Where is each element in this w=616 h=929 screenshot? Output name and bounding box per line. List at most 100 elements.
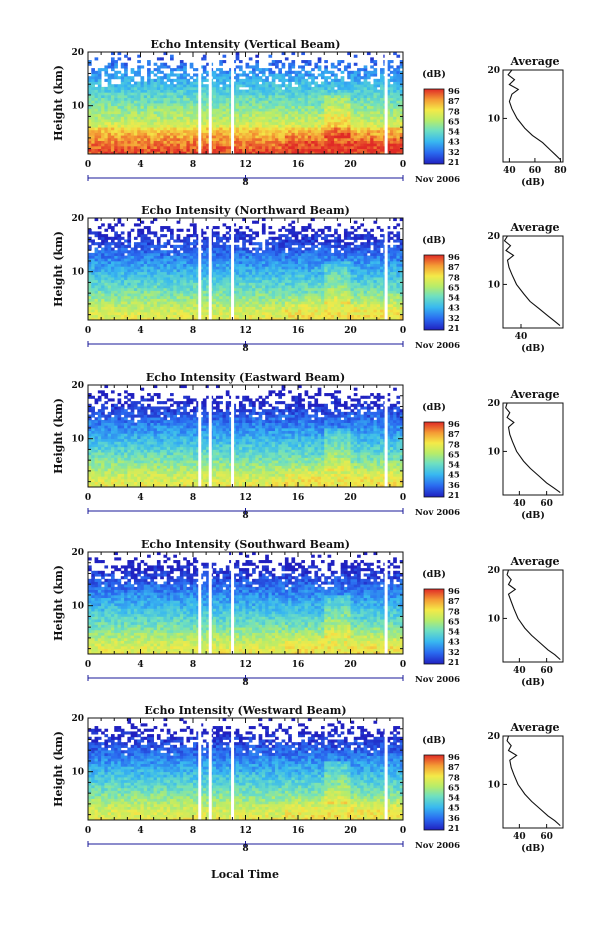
heatmap-cell [183,255,187,259]
heatmap-cell [88,309,92,313]
data-gap [231,52,235,154]
heatmap-cell [281,151,286,155]
heatmap-cell [183,113,187,117]
heatmap-cell [120,244,125,248]
heatmap-cell [183,306,187,310]
heatmap-cell [229,100,233,104]
heatmap-cell [120,266,125,270]
heatmap-cell [183,271,187,275]
heatmap-cell [248,250,253,254]
heatmap-cell [268,271,273,275]
heatmap-cell [114,148,118,152]
heatmap-cell [265,145,269,150]
heatmap-cell [173,121,177,125]
heatmap-cell [258,311,263,316]
heatmap-cell [215,148,220,152]
heatmap-cell [183,252,187,256]
heatmap-cell [265,132,269,136]
heatmap-cell [189,113,194,117]
heatmap-cell [320,70,325,74]
heatmap-cell [166,252,171,256]
heatmap-cell [222,84,227,88]
heatmap-cell [147,81,151,85]
heatmap-cell [261,105,266,109]
heatmap-cell [193,311,197,316]
heatmap-cell [110,57,115,61]
heatmap-cell [386,108,391,112]
heatmap-cell [170,86,174,90]
heatmap-cell [176,258,181,262]
heatmap-cell [193,255,197,259]
heatmap-cell [120,94,125,99]
heatmap-cell [347,148,351,152]
heatmap-cell [179,65,184,69]
heatmap-cell [114,242,118,246]
heatmap-cell [271,293,276,297]
heatmap-cell [265,129,269,133]
heatmap-cell [212,244,217,248]
heatmap-cell [245,301,250,305]
heatmap-cell [317,116,322,120]
heatmap-cell [166,274,171,278]
heatmap-cell [399,121,404,125]
heatmap-cell [202,309,207,313]
heatmap-cell [389,148,394,152]
heatmap-cell [268,285,273,289]
heatmap-cell [353,73,358,77]
heatmap-cell [380,143,384,147]
heatmap-cell [137,260,141,265]
heatmap-cell [140,143,145,147]
heatmap-cell [186,148,191,152]
heatmap-cell [245,247,250,251]
heatmap-cell [275,60,279,64]
heatmap-cell [91,263,95,267]
heatmap-cell [268,148,273,152]
heatmap-cell [127,103,132,107]
heatmap-cell [389,60,394,64]
heatmap-cell [127,255,132,259]
heatmap-cell [232,258,237,262]
heatmap-cell [298,129,302,133]
heatmap-cell [160,258,164,262]
heatmap-cell [156,311,161,316]
heatmap-cell [343,137,348,141]
heatmap-cell [248,263,253,267]
heatmap-cell [265,255,269,259]
heatmap-cell [225,266,230,270]
heatmap-cell [268,100,273,104]
heatmap-cell [376,145,381,150]
heatmap-cell [212,73,217,77]
heatmap-cell [156,76,161,80]
heatmap-cell [219,263,223,267]
heatmap-cell [94,127,99,131]
heatmap-cell [120,86,125,90]
heatmap-cell [117,108,122,112]
heatmap-cell [373,60,378,64]
heatmap-cell [153,81,158,85]
heatmap-cell [245,234,250,238]
heatmap-cell [137,290,141,294]
heatmap-cell [173,258,177,262]
heatmap-cell [160,252,164,256]
heatmap-cell [127,239,132,243]
heatmap-cell [110,271,115,275]
heatmap-cell [117,111,122,115]
heatmap-cell [124,314,128,318]
heatmap-cell [363,97,368,101]
heatmap-cell [399,119,404,123]
heatmap-cell [94,263,99,267]
heatmap-cell [176,260,181,265]
heatmap-cell [255,148,260,152]
heatmap-cell [353,94,358,99]
heatmap-cell [311,132,315,136]
heatmap-cell [265,303,269,307]
heatmap-cell [140,228,145,232]
heatmap-cell [222,274,227,278]
heatmap-cell [248,145,253,150]
heatmap-cell [238,65,243,69]
heatmap-cell [107,103,112,107]
heatmap-cell [334,81,338,85]
heatmap-cell [235,145,240,150]
heatmap-cell [179,295,184,299]
heatmap-cell [176,252,181,256]
